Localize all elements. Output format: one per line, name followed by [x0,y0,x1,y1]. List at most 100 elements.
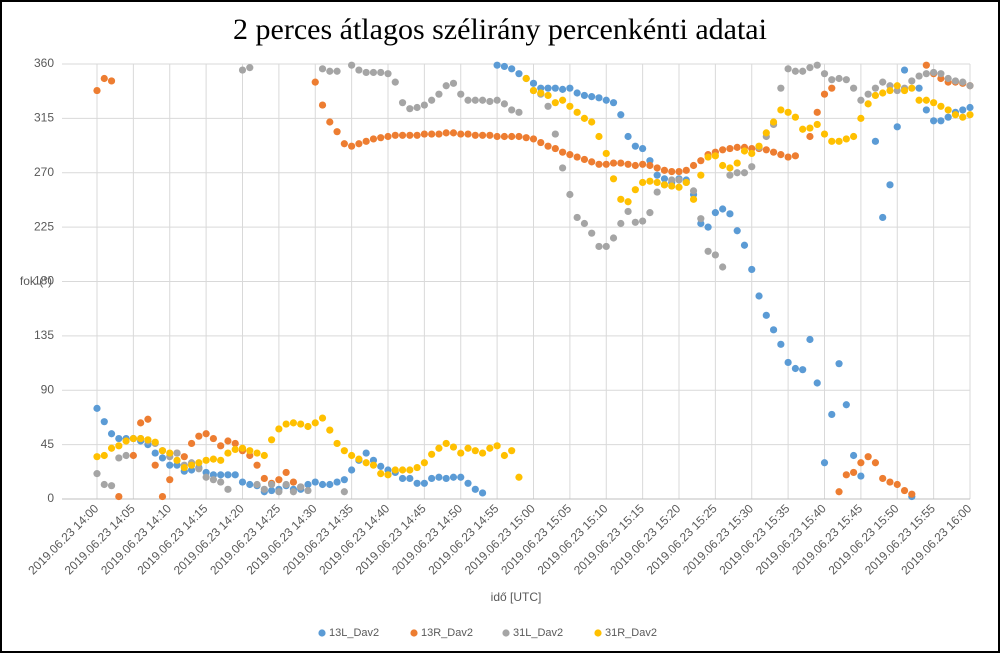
point [588,118,596,126]
point [784,153,792,161]
point [559,85,567,93]
point [362,459,370,467]
point [602,242,610,251]
point [893,480,901,489]
point [129,451,137,460]
point [435,444,443,452]
point [246,64,254,72]
point [137,419,145,427]
point [369,135,378,143]
point [348,466,356,474]
point [719,205,727,213]
point [486,131,494,139]
point [420,130,428,138]
point [609,99,618,107]
point [580,155,589,164]
point [828,76,836,84]
point [318,101,327,109]
point [908,84,916,92]
point [457,449,465,457]
x-axis-label: idő [UTC] [491,590,542,604]
point [806,132,814,141]
point [435,473,443,481]
point [588,229,596,237]
point [493,132,501,141]
point [791,113,800,121]
point [682,178,690,187]
point [406,474,414,483]
point [726,171,734,179]
y-tick-label: 135 [34,328,54,342]
point [493,442,501,450]
y-tick-label: 45 [41,437,55,451]
point [624,160,632,168]
point [398,99,407,107]
point [820,130,829,138]
point [486,97,494,106]
point [886,478,894,486]
point [966,82,974,90]
point [748,163,756,171]
point [224,437,232,445]
point [791,152,800,160]
point [653,171,661,179]
point [428,474,436,483]
point [740,169,749,177]
point [573,108,581,116]
point [631,218,639,226]
point [260,451,268,460]
point [595,94,603,102]
point [129,434,137,443]
point [238,444,247,452]
point [471,131,479,139]
point [457,130,465,138]
point [733,143,741,151]
point [457,473,465,481]
point [275,488,283,496]
point [820,459,829,467]
point [202,473,210,481]
point [806,335,814,344]
point [340,447,348,455]
point [253,461,261,469]
point [777,106,785,114]
point [362,137,370,145]
point [864,90,872,98]
y-tick-label: 270 [34,165,54,179]
point [922,106,930,114]
point [500,451,508,460]
point [580,91,589,100]
point [675,167,683,176]
point [377,462,385,470]
point [544,102,552,110]
point [900,486,909,495]
point [835,488,843,496]
point [806,124,814,132]
point [500,132,508,141]
point [253,449,261,457]
point [551,99,559,107]
point [828,410,836,419]
point [195,432,203,440]
legend-marker [594,629,602,637]
point [689,161,698,170]
point [944,113,952,121]
point [231,445,239,454]
point [806,64,814,72]
point [799,125,807,133]
point [326,118,334,126]
point [180,453,188,461]
point [697,215,705,223]
legend-label: 31R_Dav2 [605,627,657,639]
point [187,461,196,469]
point [922,70,930,78]
point [282,480,290,489]
point [217,478,225,486]
point [471,447,479,455]
point [602,96,610,104]
point [391,131,399,139]
point [122,437,130,445]
point [537,138,545,147]
point [428,96,436,104]
point [595,242,603,251]
